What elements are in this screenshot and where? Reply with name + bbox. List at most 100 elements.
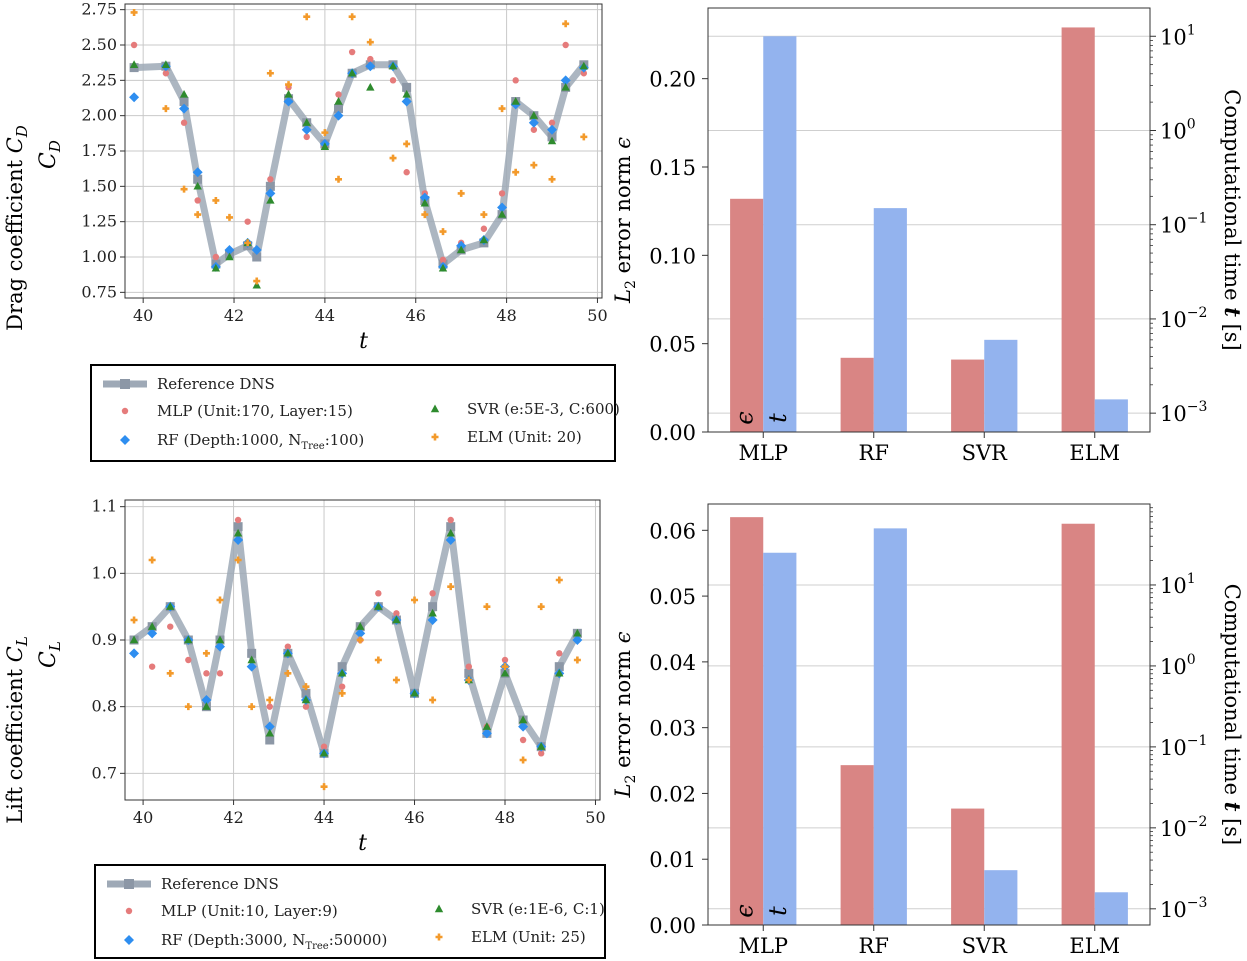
point-mlp: [130, 41, 138, 49]
point-svr: [337, 668, 347, 677]
right-axis-label: Computational time t [s]: [1220, 584, 1245, 846]
point-rf: [233, 535, 244, 545]
point-rf: [147, 628, 158, 639]
point-elm: [212, 196, 220, 204]
legend-label: ELM (Unit: 20): [467, 428, 582, 446]
left-tick-label: 0.06: [649, 519, 696, 543]
bar-error-mlp: [730, 198, 764, 432]
point-svr: [166, 602, 175, 610]
point-elm: [184, 703, 192, 711]
y-tick-label: 0.75: [81, 282, 117, 301]
side-label-0: Drag coefficient CD: [3, 125, 31, 331]
point-mlp: [389, 77, 397, 84]
point-reference-dns: [265, 181, 275, 191]
point-svr: [374, 602, 383, 610]
bar-error-svr: [951, 359, 985, 432]
point-elm: [392, 676, 400, 684]
point-rf: [179, 103, 190, 114]
point-mlp: [519, 736, 527, 744]
point-mlp: [393, 610, 400, 617]
plot-frame: [707, 503, 1151, 926]
point-rf: [283, 96, 294, 107]
point-rf: [481, 728, 492, 739]
point-elm: [498, 105, 506, 113]
point-svr: [479, 235, 489, 244]
legend-1: Reference DNS MLP (Unit:10, Layer:9) RF (D…: [94, 864, 606, 959]
point-elm: [483, 603, 491, 611]
point-svr: [388, 61, 398, 70]
plot-frame: [707, 7, 1151, 433]
point-mlp: [267, 176, 274, 183]
legend-marker: [431, 433, 439, 441]
point-mlp: [480, 225, 488, 232]
bar-time-elm: [1094, 892, 1128, 925]
point-elm: [162, 105, 170, 113]
x-tick-label: 46: [406, 306, 426, 325]
legend-label: Reference DNS: [161, 875, 279, 893]
point-mlp: [234, 516, 242, 524]
left-tick-label: 0.05: [649, 585, 696, 609]
bar-error-elm: [1061, 523, 1095, 925]
x-tick-label: 42: [223, 808, 243, 827]
point-elm: [180, 185, 188, 193]
point-svr: [555, 668, 564, 677]
point-svr: [428, 608, 437, 617]
x-tick-label: 44: [315, 306, 335, 325]
point-svr: [392, 615, 401, 624]
point-mlp: [562, 41, 569, 49]
point-svr: [356, 622, 365, 630]
point-elm: [389, 154, 397, 162]
point-mlp: [375, 590, 382, 597]
point-mlp: [556, 650, 563, 657]
point-rf: [246, 661, 257, 672]
legend-marker: [124, 879, 134, 889]
point-svr: [129, 635, 139, 644]
point-mlp: [320, 743, 328, 750]
y-tick-label: 0.7: [92, 763, 117, 782]
point-svr: [319, 748, 329, 757]
point-rf: [401, 96, 412, 107]
y-tick-label: 1.75: [81, 141, 117, 160]
legend-label: SVR (e:1E-6, C:1): [471, 900, 605, 918]
legend-marker: [120, 435, 130, 445]
right-tick-label: 10−3: [1160, 399, 1207, 426]
y-tick-label: 1.50: [81, 176, 117, 195]
legend-marker: [120, 379, 130, 389]
point-elm: [130, 8, 138, 16]
x-tick-label: 50: [587, 306, 607, 325]
point-rf: [265, 188, 276, 199]
bar-time-mlp: [763, 552, 797, 925]
point-elm: [244, 239, 252, 247]
bar-error-mlp: [730, 517, 764, 925]
point-reference-dns: [252, 252, 262, 262]
point-svr: [511, 97, 520, 105]
y-tick-label: 2.75: [81, 0, 117, 19]
point-mlp: [266, 703, 273, 710]
left-tick-label: 0.04: [649, 651, 696, 675]
y-tick-label: 2.25: [81, 70, 117, 89]
legend-frame: [94, 864, 606, 959]
legend-label: MLP (Unit:10, Layer:9): [161, 902, 338, 920]
point-reference-dns: [428, 602, 438, 612]
point-mlp: [302, 703, 310, 710]
point-svr: [347, 68, 357, 77]
point-rf: [427, 615, 438, 625]
point-mlp: [465, 663, 473, 670]
x-axis-label: t: [358, 831, 367, 856]
point-svr: [193, 181, 202, 190]
point-svr: [266, 195, 275, 204]
point-svr: [438, 263, 448, 272]
category-label: SVR: [962, 441, 1009, 465]
point-rf: [560, 75, 571, 86]
bar-panel-2: 10−3 10−2 10−1 100 101 0.00 0.05 0.10 0.15 0.20 ML…: [611, 7, 1245, 465]
point-reference-dns: [265, 735, 275, 745]
point-mlp: [348, 48, 356, 56]
point-mlp: [216, 670, 224, 677]
point-reference-dns: [193, 174, 203, 184]
y-tick-label: 0.9: [92, 630, 117, 649]
right-tick-label: 101: [1160, 22, 1196, 49]
bar-time-rf: [873, 208, 907, 432]
legend-frame: [90, 364, 616, 462]
legend-marker: [434, 904, 444, 913]
